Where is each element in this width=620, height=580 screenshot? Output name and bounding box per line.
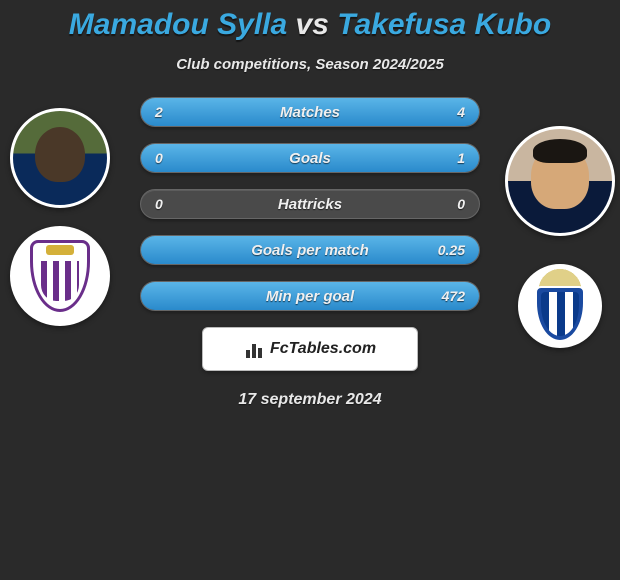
left-column: [0, 108, 120, 326]
stats-panel: 2Matches40Goals10Hattricks0Goals per mat…: [140, 97, 480, 311]
vs-label: vs: [296, 8, 329, 41]
comparison-title: Mamadou Sylla vs Takefusa Kubo: [0, 0, 620, 42]
stat-value-left: 2: [141, 104, 201, 120]
right-column: [500, 108, 620, 348]
stat-label: Hattricks: [201, 196, 419, 213]
stat-label: Goals per match: [201, 242, 419, 259]
brand-text: FcTables.com: [270, 340, 376, 358]
stat-value-left: 0: [141, 196, 201, 212]
stat-value-right: 4: [419, 104, 479, 120]
stat-row: Min per goal472: [140, 281, 480, 311]
stat-row: 0Hattricks0: [140, 189, 480, 219]
player2-name: Takefusa Kubo: [337, 8, 551, 41]
stat-value-right: 0: [419, 196, 479, 212]
stat-row: 0Goals1: [140, 143, 480, 173]
subtitle: Club competitions, Season 2024/2025: [0, 56, 620, 73]
player2-club-crest: [518, 264, 602, 348]
stat-value-right: 472: [419, 288, 479, 304]
player1-name: Mamadou Sylla: [69, 8, 287, 41]
player2-photo: [505, 126, 615, 236]
stat-value-left: 0: [141, 150, 201, 166]
date-label: 17 september 2024: [0, 391, 620, 409]
stat-row: 2Matches4: [140, 97, 480, 127]
player1-photo: [10, 108, 110, 208]
brand-badge: FcTables.com: [202, 327, 418, 371]
stat-value-right: 1: [419, 150, 479, 166]
stat-label: Goals: [201, 150, 419, 167]
stat-row: Goals per match0.25: [140, 235, 480, 265]
stat-label: Matches: [201, 104, 419, 121]
stat-value-right: 0.25: [419, 242, 479, 258]
player1-club-crest: [10, 226, 110, 326]
stat-label: Min per goal: [201, 288, 419, 305]
bar-chart-icon: [244, 340, 266, 358]
